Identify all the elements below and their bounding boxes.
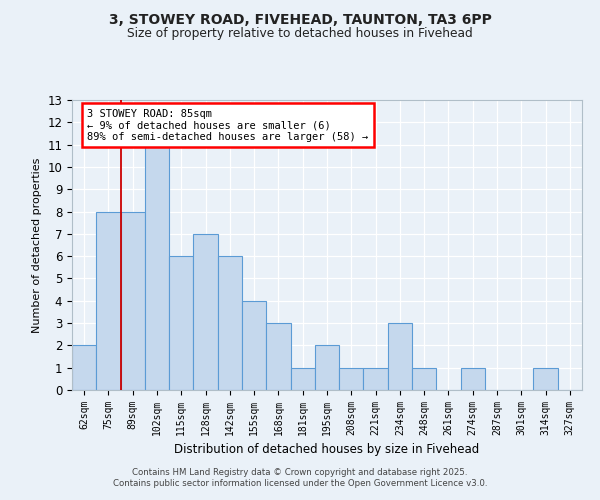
Bar bbox=[533, 368, 558, 390]
Bar bbox=[169, 256, 193, 390]
Text: 3, STOWEY ROAD, FIVEHEAD, TAUNTON, TA3 6PP: 3, STOWEY ROAD, FIVEHEAD, TAUNTON, TA3 6… bbox=[109, 12, 491, 26]
Bar bbox=[96, 212, 121, 390]
Bar bbox=[364, 368, 388, 390]
Bar bbox=[218, 256, 242, 390]
Bar bbox=[412, 368, 436, 390]
Bar bbox=[315, 346, 339, 390]
X-axis label: Distribution of detached houses by size in Fivehead: Distribution of detached houses by size … bbox=[175, 444, 479, 456]
Bar bbox=[266, 323, 290, 390]
Bar bbox=[193, 234, 218, 390]
Y-axis label: Number of detached properties: Number of detached properties bbox=[32, 158, 42, 332]
Bar bbox=[290, 368, 315, 390]
Text: 3 STOWEY ROAD: 85sqm
← 9% of detached houses are smaller (6)
89% of semi-detache: 3 STOWEY ROAD: 85sqm ← 9% of detached ho… bbox=[88, 108, 368, 142]
Bar bbox=[388, 323, 412, 390]
Text: Size of property relative to detached houses in Fivehead: Size of property relative to detached ho… bbox=[127, 28, 473, 40]
Bar bbox=[72, 346, 96, 390]
Bar bbox=[339, 368, 364, 390]
Bar bbox=[242, 301, 266, 390]
Bar bbox=[461, 368, 485, 390]
Bar bbox=[121, 212, 145, 390]
Bar bbox=[145, 144, 169, 390]
Text: Contains HM Land Registry data © Crown copyright and database right 2025.
Contai: Contains HM Land Registry data © Crown c… bbox=[113, 468, 487, 487]
